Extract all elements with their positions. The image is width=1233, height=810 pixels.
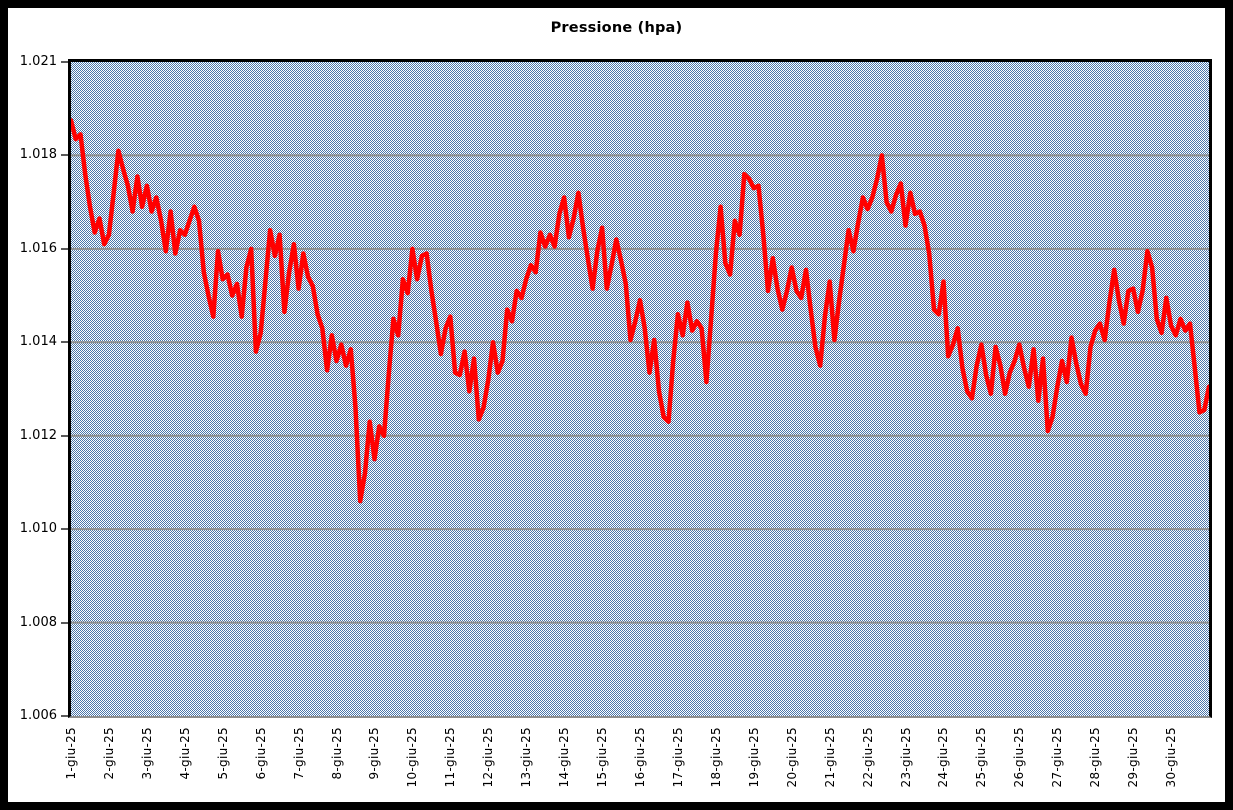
y-axis-label: 1.012 xyxy=(19,427,57,443)
y-axis-label: 1.008 xyxy=(19,614,57,630)
x-axis-label: 13-giu-25 xyxy=(519,727,534,788)
x-axis-label: 4-giu-25 xyxy=(177,727,192,780)
x-axis-label: 28-giu-25 xyxy=(1088,727,1103,788)
x-axis-label: 6-giu-25 xyxy=(253,727,268,780)
y-axis-label: 1.018 xyxy=(19,147,57,163)
x-axis-label: 11-giu-25 xyxy=(443,727,458,788)
x-axis-label: 21-giu-25 xyxy=(822,727,837,788)
x-axis-label: 18-giu-25 xyxy=(708,727,723,788)
y-axis-tick xyxy=(61,247,68,250)
y-axis-label: 1.010 xyxy=(19,521,57,537)
x-axis-label: 12-giu-25 xyxy=(481,727,496,788)
x-axis-label: 15-giu-25 xyxy=(595,727,610,788)
x-axis-label: 8-giu-25 xyxy=(329,727,344,780)
x-axis-label: 14-giu-25 xyxy=(557,727,572,788)
y-axis-label: 1.014 xyxy=(19,334,57,350)
y-axis-tick xyxy=(61,341,68,344)
y-axis-tick xyxy=(61,434,68,437)
y-axis-tick xyxy=(61,61,68,63)
x-axis-label: 1-giu-25 xyxy=(64,727,78,780)
x-axis-label: 7-giu-25 xyxy=(291,727,306,780)
plot-area xyxy=(68,59,1212,718)
x-axis-label: 17-giu-25 xyxy=(670,727,685,788)
x-axis-label: 5-giu-25 xyxy=(215,727,230,780)
x-axis-label: 24-giu-25 xyxy=(936,727,951,788)
chart-title: Pressione (hpa) xyxy=(550,20,683,36)
pressure-line-series xyxy=(71,118,1209,504)
y-axis-tick xyxy=(61,621,68,624)
x-axis-label: 9-giu-25 xyxy=(367,727,382,780)
x-axis-label: 19-giu-25 xyxy=(746,727,761,788)
x-axis-label: 30-giu-25 xyxy=(1164,727,1179,788)
x-axis-label: 2-giu-25 xyxy=(101,727,116,780)
y-axis-tick xyxy=(61,154,68,157)
y-axis-label: 1.021 xyxy=(19,54,57,69)
x-axis-label: 23-giu-25 xyxy=(898,727,913,788)
x-axis-label: 27-giu-25 xyxy=(1050,727,1065,788)
y-axis-tick xyxy=(61,528,68,531)
pressure-series-svg xyxy=(71,118,1209,624)
x-axis-label: 3-giu-25 xyxy=(139,727,154,780)
y-axis-label: 1.016 xyxy=(19,240,57,256)
x-axis-label: 16-giu-25 xyxy=(633,727,647,788)
x-axis-label: 25-giu-25 xyxy=(974,727,989,788)
y-axis-label: 1.006 xyxy=(19,708,57,723)
y-axis-tick xyxy=(61,715,68,717)
x-axis-label: 20-giu-25 xyxy=(784,727,799,788)
x-axis-label: 10-giu-25 xyxy=(405,727,420,788)
x-axis-label: 22-giu-25 xyxy=(860,727,875,788)
x-axis-label: 29-giu-25 xyxy=(1126,727,1141,788)
x-axis-label: 26-giu-25 xyxy=(1012,727,1027,788)
